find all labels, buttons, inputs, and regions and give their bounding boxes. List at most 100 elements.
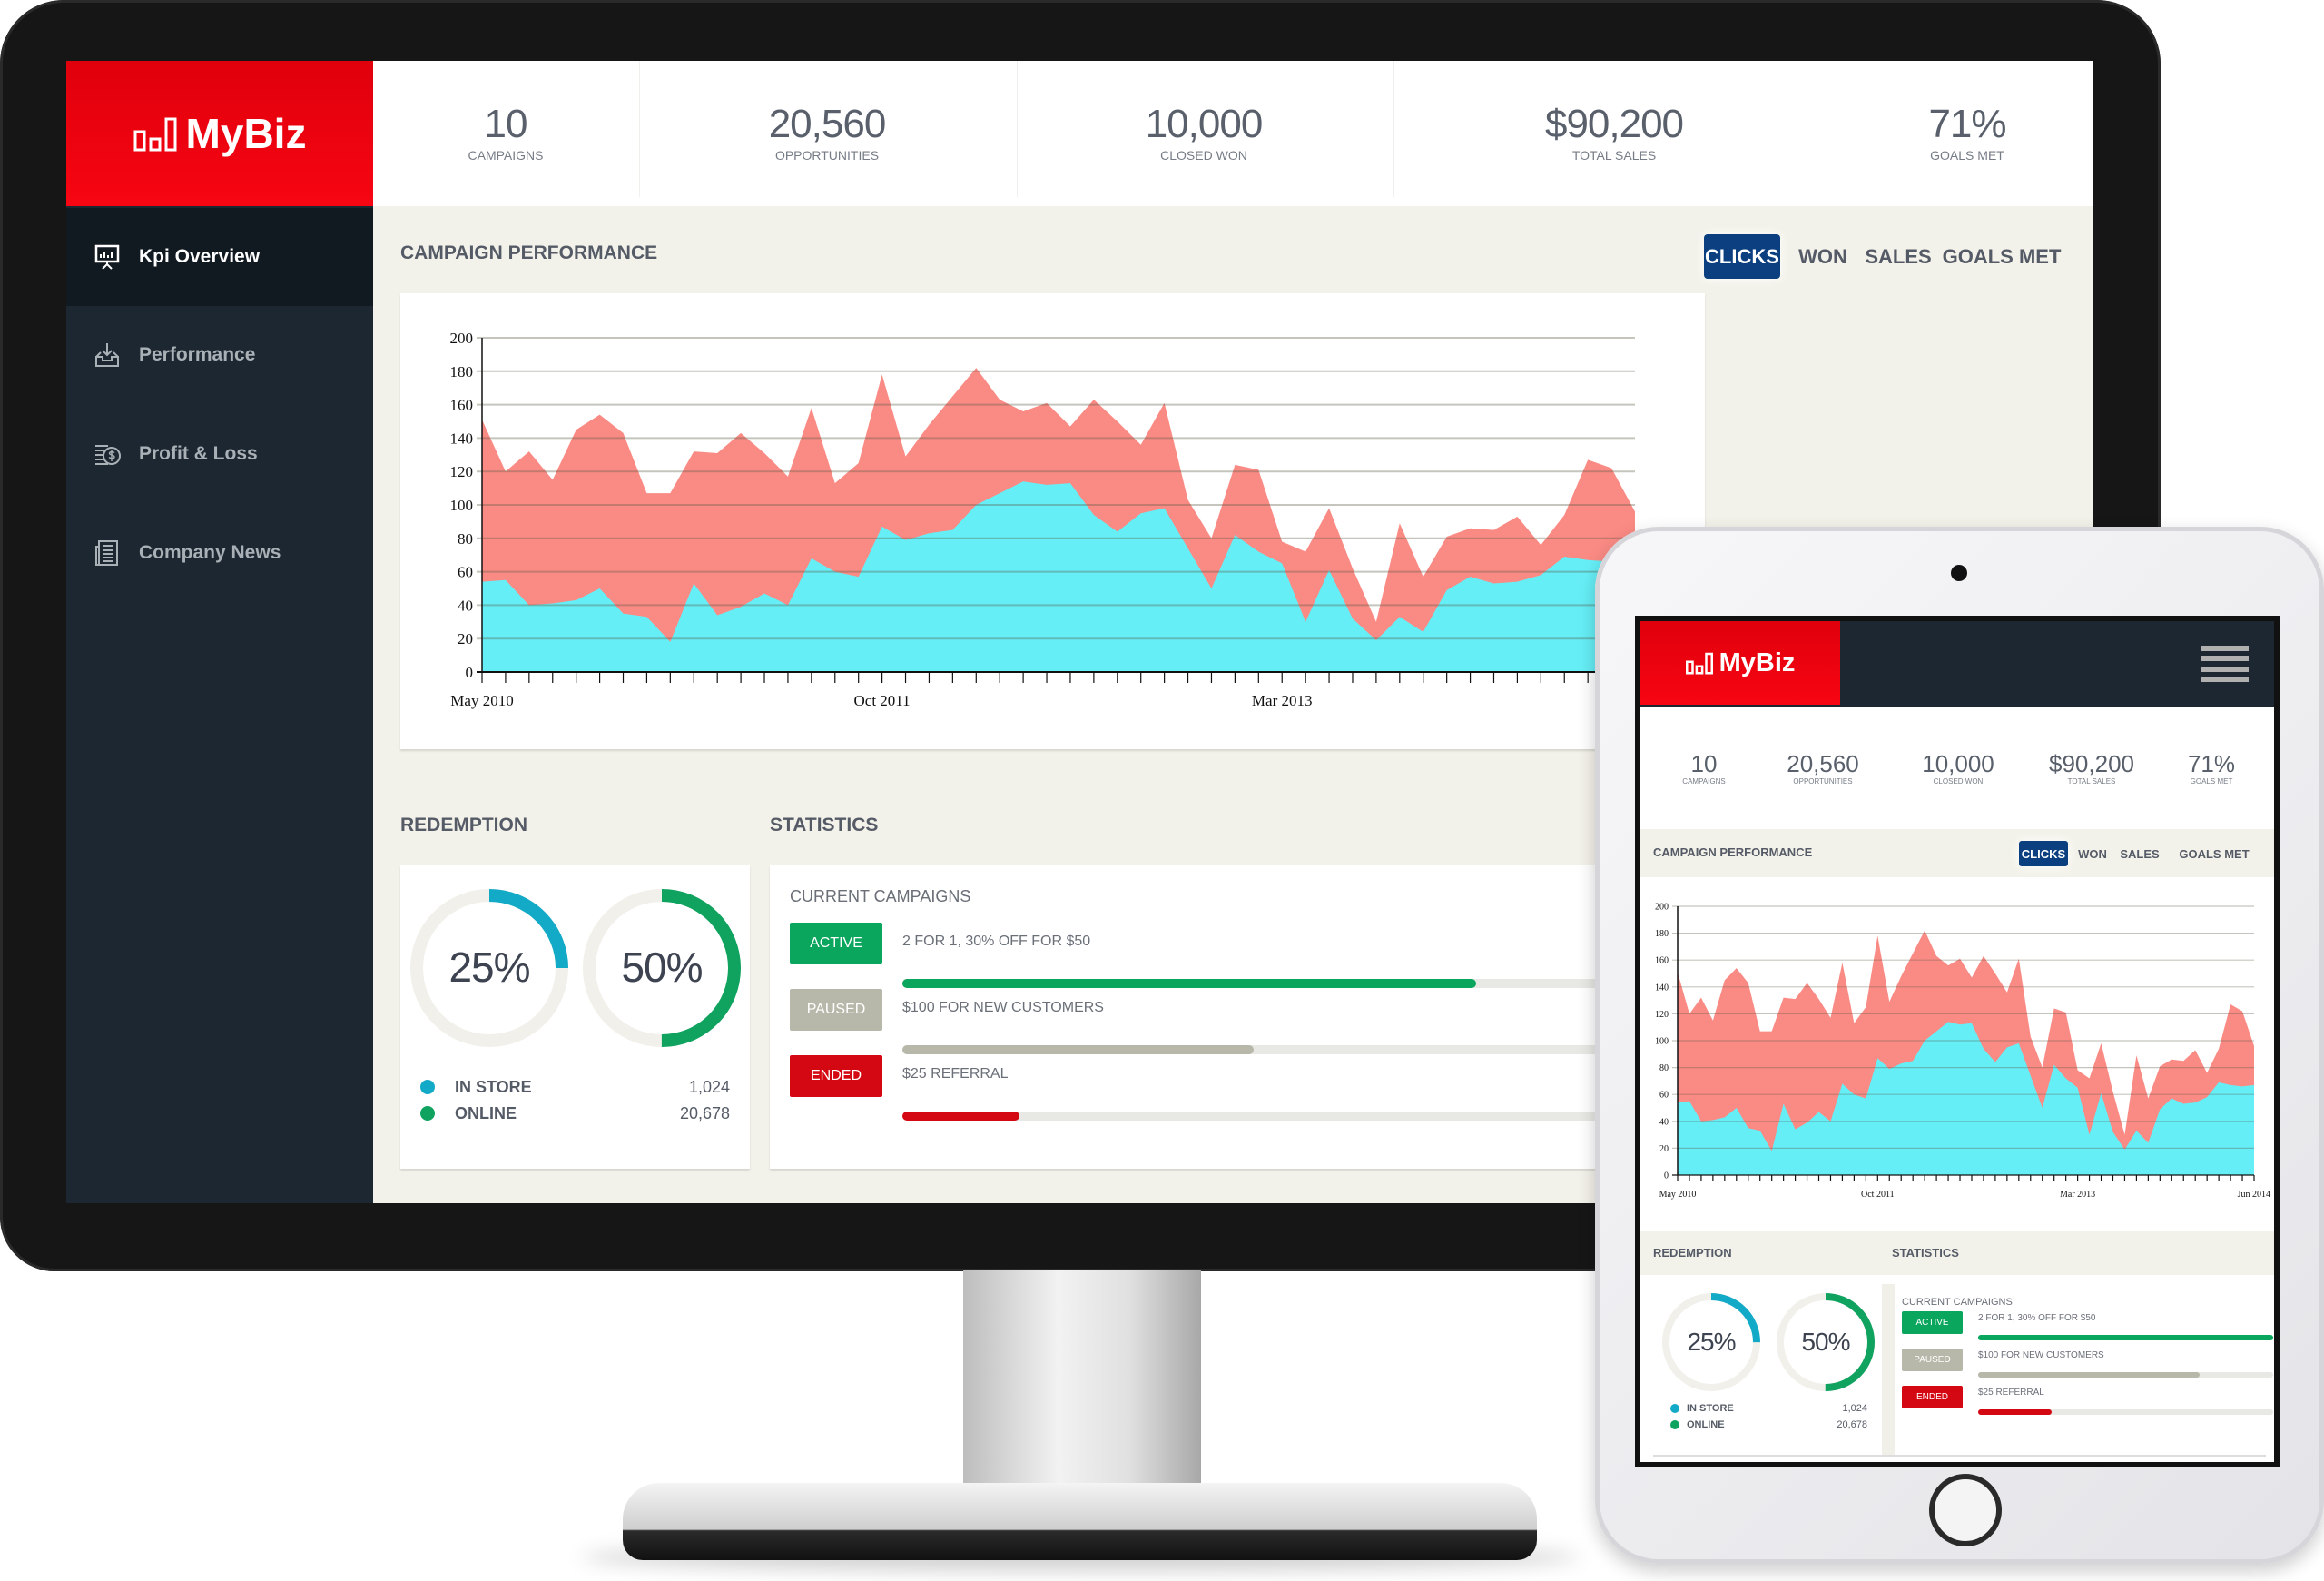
legend-label: IN STORE xyxy=(455,1078,532,1096)
y-tick-label: 0 xyxy=(466,664,474,681)
y-tick-label: 180 xyxy=(450,363,474,380)
kpi-value: 10 xyxy=(1690,749,1718,777)
donut-50 xyxy=(1777,1293,1875,1391)
kpi-value: 20,560 xyxy=(768,102,887,146)
kpi-header: 10 CAMPAIGNS 20,560 OPPORTUNITIES 10,000 CLOS… xyxy=(1640,707,2274,829)
sidebar-item-company-news[interactable]: Company News xyxy=(66,504,373,602)
kpi-value: 71% xyxy=(2187,749,2236,777)
tab-clicks[interactable]: CLICKS xyxy=(2019,841,2068,866)
x-tick-label: Oct 2011 xyxy=(1861,1190,1895,1200)
kpi-label: CAMPAIGNS xyxy=(1682,776,1726,786)
kpi-campaigns: 10 CAMPAIGNS xyxy=(468,61,544,206)
kpi-header: 10 CAMPAIGNS 20,560 OPPORTUNITIES 10,000 CL… xyxy=(373,61,2093,206)
statistics-title: STATISTICS xyxy=(1892,1246,1959,1260)
kpi-value: $90,200 xyxy=(2049,749,2134,777)
campaign-progress-fill xyxy=(1978,1409,2053,1415)
status-badge-active: ACTIVE xyxy=(1902,1311,1963,1334)
legend-value: 1,024 xyxy=(688,1078,730,1096)
x-tick-label: May 2010 xyxy=(450,692,513,709)
current-campaigns-label: CURRENT CAMPAIGNS xyxy=(1902,1297,2013,1308)
kpi-closed-won: 10,000 CLOSED WON xyxy=(1146,61,1264,206)
y-tick-label: 40 xyxy=(458,597,473,614)
sidebar-item-label: Performance xyxy=(139,344,256,365)
y-tick-label: 180 xyxy=(1655,929,1669,939)
kpi-value: $90,200 xyxy=(1544,102,1684,146)
legend-dot-online xyxy=(1670,1420,1679,1429)
chart-card: 0 20 40 60 80 100 120 140 160 180 200 May 2010 Oct 2… xyxy=(400,293,1705,749)
status-badge-paused: PAUSED xyxy=(790,989,882,1031)
hamburger-menu-icon[interactable] xyxy=(2201,646,2249,682)
kpi-label: TOTAL SALES xyxy=(1571,148,1657,163)
kpi-goals-met: 71% GOALS MET xyxy=(1928,61,2006,206)
campaign-performance-title: CAMPAIGN PERFORMANCE xyxy=(400,242,658,263)
campaign-performance-bar xyxy=(1640,829,2274,877)
tab-sales[interactable]: SALES xyxy=(2120,846,2160,861)
status-badge-ended: ENDED xyxy=(790,1055,882,1097)
campaign-progress-bar xyxy=(902,1045,2073,1054)
sidebar-item-kpi-overview[interactable]: Kpi Overview xyxy=(66,208,373,306)
x-tick-label: Oct 2011 xyxy=(854,692,911,709)
tab-clicks[interactable]: CLICKS xyxy=(1704,234,1780,279)
x-tick-label: Mar 2013 xyxy=(2060,1190,2095,1200)
campaign-name: 2 FOR 1, 30% OFF FOR $50 xyxy=(1978,1313,2096,1323)
tab-sales[interactable]: SALES xyxy=(1865,244,1932,268)
kpi-label: TOTAL SALES xyxy=(2067,776,2116,786)
kpi-label: CLOSED WON xyxy=(1160,148,1247,163)
y-tick-label: 60 xyxy=(458,564,473,581)
sidebar: MyBiz Kpi Overview Performance Profit & … xyxy=(66,61,373,1203)
y-tick-label: 200 xyxy=(450,330,474,347)
sidebar-item-profit-loss[interactable]: Profit & Loss xyxy=(66,405,373,503)
kpi-label: GOALS MET xyxy=(1930,148,2004,163)
tab-goals-met[interactable]: GOALS MET xyxy=(2179,846,2250,861)
x-tick-label: Mar 2013 xyxy=(1252,692,1313,709)
kpi-1: 20,560 OPPORTUNITIES xyxy=(1787,707,1859,829)
kpi-total-sales: $90,200 TOTAL SALES xyxy=(1544,61,1684,206)
y-tick-label: 160 xyxy=(1655,956,1669,966)
y-tick-label: 140 xyxy=(1655,983,1669,993)
tab-won[interactable]: WON xyxy=(1798,244,1847,268)
campaign-progress-fill xyxy=(902,979,1477,988)
donut-percent-label: 50% xyxy=(1801,1328,1850,1357)
inbox-download-icon xyxy=(95,343,119,367)
campaign-progress-bar xyxy=(1978,1335,2273,1340)
presentation-chart-icon xyxy=(94,244,120,270)
sidebar-item-label: Company News xyxy=(139,542,281,563)
redemption-title: REDEMPTION xyxy=(400,815,528,835)
campaign-progress-bar xyxy=(902,1112,2073,1121)
divider xyxy=(1882,1284,1895,1457)
kpi-value: 10 xyxy=(484,102,528,146)
campaign-name: $25 REFERRAL xyxy=(902,1066,1009,1082)
y-tick-label: 100 xyxy=(450,497,474,514)
status-badge-active: ACTIVE xyxy=(790,923,882,964)
campaign-performance-chart: 0 20 40 60 80 100 120 140 160 180 200 May 2010 Oct 2… xyxy=(450,330,1636,709)
status-badge-paused: PAUSED xyxy=(1902,1349,1963,1371)
campaign-progress-fill xyxy=(1978,1372,2200,1378)
brand-name: MyBiz xyxy=(1718,647,1796,677)
brand-logo[interactable]: MyBiz xyxy=(66,61,373,206)
kpi-2: 10,000 CLOSED WON xyxy=(1922,707,1994,829)
donut-percent-label: 25% xyxy=(1687,1328,1736,1357)
brand-name: MyBiz xyxy=(185,110,307,157)
current-campaigns-label: CURRENT CAMPAIGNS xyxy=(790,887,971,905)
status-badge-ended: ENDED xyxy=(1902,1386,1963,1408)
donut-arc xyxy=(1777,1293,1875,1391)
donut-arc xyxy=(1662,1293,1760,1391)
campaign-name: $25 REFERRAL xyxy=(1978,1388,2044,1398)
kpi-0: 10 CAMPAIGNS xyxy=(1682,707,1725,829)
kpi-label: CAMPAIGNS xyxy=(468,148,544,163)
campaign-progress-fill xyxy=(902,1112,1019,1121)
sidebar-item-performance[interactable]: Performance xyxy=(66,306,373,404)
kpi-label: GOALS MET xyxy=(2190,776,2233,786)
y-tick-label: 100 xyxy=(1655,1037,1669,1047)
tab-won[interactable]: WON xyxy=(2078,846,2107,861)
bar-chart-logo-icon xyxy=(1685,652,1713,675)
kpi-value: 10,000 xyxy=(1922,749,1994,777)
y-tick-label: 140 xyxy=(450,430,474,447)
y-tick-label: 20 xyxy=(1659,1144,1669,1154)
y-tick-label: 80 xyxy=(1659,1063,1669,1073)
home-button[interactable] xyxy=(1929,1474,2002,1546)
brand-logo[interactable]: MyBiz xyxy=(1640,621,1840,705)
sidebar-item-label: Profit & Loss xyxy=(139,443,258,464)
tab-goals-met[interactable]: GOALS MET xyxy=(1942,244,2062,268)
legend-value: 20,678 xyxy=(1837,1419,1867,1430)
